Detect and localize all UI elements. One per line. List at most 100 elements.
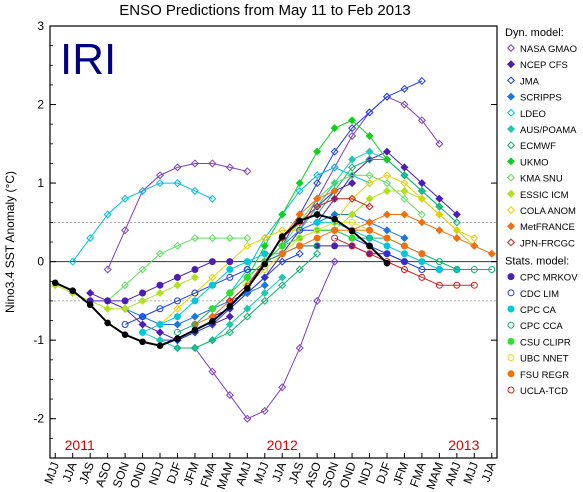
forecast-point-jma <box>260 273 269 282</box>
forecast-point-cdc-lim <box>400 258 408 266</box>
forecast-point-metfrance <box>365 218 374 227</box>
forecast-point-aus-poama <box>225 320 234 329</box>
forecast-point-ldeo <box>208 194 217 203</box>
forecast-point-cola-anom <box>417 194 426 203</box>
legend-marker-csu-clipr <box>507 337 515 345</box>
forecast-point-fsu-regr <box>296 242 304 250</box>
forecast-point-cola-anom <box>365 179 374 188</box>
forecast-point-nasa-gmao <box>400 100 409 109</box>
forecast-point-metfrance <box>487 249 496 258</box>
legend-marker-kma-snu <box>506 173 516 182</box>
observed-point <box>191 326 199 334</box>
forecast-point-ldeo <box>313 171 322 180</box>
plot-area: IRI-2-10123MJJJJAJASASOSONONDNDJDJFJFMFM… <box>33 19 498 491</box>
observed-point <box>278 233 286 240</box>
legend-marker-ncep-cfs <box>506 60 516 69</box>
forecast-point-ncep-cfs <box>138 320 147 329</box>
forecast-point-cola-anom <box>260 234 269 243</box>
y-tick-label: 1 <box>37 176 44 190</box>
legend-label-jpn-frcgc: JPN-FRCGC <box>520 238 575 249</box>
iri-logo: IRI <box>60 35 116 84</box>
x-tick-label: NDJ <box>146 460 167 487</box>
legend-label-metfrance: MetFRANCE <box>520 222 575 233</box>
forecast-point-cola-anom <box>243 241 252 250</box>
forecast-point-nasa-gmao <box>121 226 130 235</box>
forecast-point-essic-icm <box>121 304 130 313</box>
forecast-point-cpc-cca <box>470 265 478 273</box>
forecast-point-cola-anom <box>208 273 217 282</box>
x-tick-label: OND <box>337 460 359 490</box>
forecast-point-nasa-gmao <box>348 131 357 140</box>
forecast-point-cdc-lim <box>226 273 234 281</box>
forecast-point-cpc-ca <box>435 265 443 273</box>
forecast-point-jma <box>400 84 409 93</box>
forecast-point-essic-icm <box>155 289 165 298</box>
forecast-point-jpn-frcgc <box>330 194 339 203</box>
year-label: 2011 <box>65 437 95 453</box>
forecast-point-ncep-cfs <box>155 328 165 337</box>
forecast-point-cdc-lim <box>243 265 251 273</box>
forecast-point-kma-snu <box>225 234 234 243</box>
forecast-point-ubc-nnet <box>313 226 321 234</box>
forecast-point-cdc-lim <box>173 297 181 305</box>
legend-marker-cdc-lim <box>507 289 515 297</box>
forecast-point-nasa-gmao <box>278 383 287 392</box>
y-tick-label: 0 <box>37 255 44 269</box>
forecast-point-jma <box>295 249 304 258</box>
forecast-point-ncep-cfs <box>452 210 461 219</box>
forecast-point-jma <box>417 76 426 85</box>
forecast-point-essic-icm <box>138 296 147 305</box>
legend-label-ubc-nnet: UBC NNET <box>520 354 569 365</box>
y-tick-label: 3 <box>37 19 44 33</box>
forecast-point-fsu-regr <box>418 250 426 258</box>
x-tick-label: JJA <box>479 460 499 484</box>
y-axis-label: Nino3.4 SST Anomaly (°C) <box>3 171 17 313</box>
forecast-point-cola-anom <box>400 179 409 188</box>
forecast-point-ldeo <box>68 257 77 266</box>
legend-group-title: Stats. model: <box>505 256 569 268</box>
forecast-point-nasa-gmao <box>260 406 269 415</box>
legend-marker-ldeo <box>506 108 516 117</box>
legend-marker-cola-anom <box>506 205 516 215</box>
forecast-point-ecmwf <box>365 155 374 164</box>
x-tick-label: MJJ <box>460 460 481 485</box>
forecast-point-metfrance <box>470 241 479 250</box>
forecast-point-metfrance <box>400 210 409 219</box>
legend-label-cpc-mrkov: CPC MRKOV <box>520 273 578 284</box>
forecast-point-ucla-tcd <box>348 242 356 250</box>
y-tick-label: -2 <box>33 412 44 426</box>
forecast-point-kma-snu <box>190 234 199 243</box>
forecast-point-cpc-mrkov <box>139 289 147 297</box>
forecast-point-cpc-ca <box>383 242 391 250</box>
forecast-point-kma-snu <box>208 234 217 243</box>
forecast-point-nasa-gmao <box>208 159 217 168</box>
forecast-point-ucla-tcd <box>470 281 478 289</box>
forecast-point-csu-clipr <box>208 305 216 313</box>
forecast-point-ecmwf <box>348 163 357 172</box>
x-tick-label: MJJ <box>41 460 62 485</box>
legend-label-nasa-gmao: NASA GMAO <box>520 44 577 55</box>
observed-point <box>104 319 111 327</box>
forecast-point-ldeo <box>155 179 165 188</box>
forecast-point-ecmwf <box>208 336 217 345</box>
forecast-point-cpc-ca <box>226 265 234 273</box>
forecast-point-ecmwf <box>452 218 461 227</box>
forecast-point-cpc-mrkov <box>208 258 216 266</box>
forecast-point-jma <box>278 257 287 266</box>
forecast-point-ukmo <box>348 116 357 125</box>
forecast-point-cpc-mrkov <box>104 297 112 305</box>
forecast-point-ldeo <box>173 179 182 188</box>
legend-marker-jma <box>506 76 516 85</box>
forecast-point-jma <box>365 108 374 117</box>
forecast-point-ldeo <box>121 194 130 203</box>
observed-point <box>296 217 303 225</box>
legend-label-scripps: SCRIPPS <box>520 93 562 104</box>
forecast-point-essic-icm <box>365 194 374 203</box>
legend-marker-jpn-frcgc <box>506 238 516 247</box>
forecast-point-cpc-mrkov <box>191 265 199 273</box>
forecast-point-kma-snu <box>155 249 165 258</box>
forecast-point-cpc-ca <box>156 320 164 328</box>
forecast-point-nasa-gmao <box>103 265 112 274</box>
forecast-point-ucla-tcd <box>435 281 443 289</box>
forecast-point-scripps <box>382 226 392 235</box>
